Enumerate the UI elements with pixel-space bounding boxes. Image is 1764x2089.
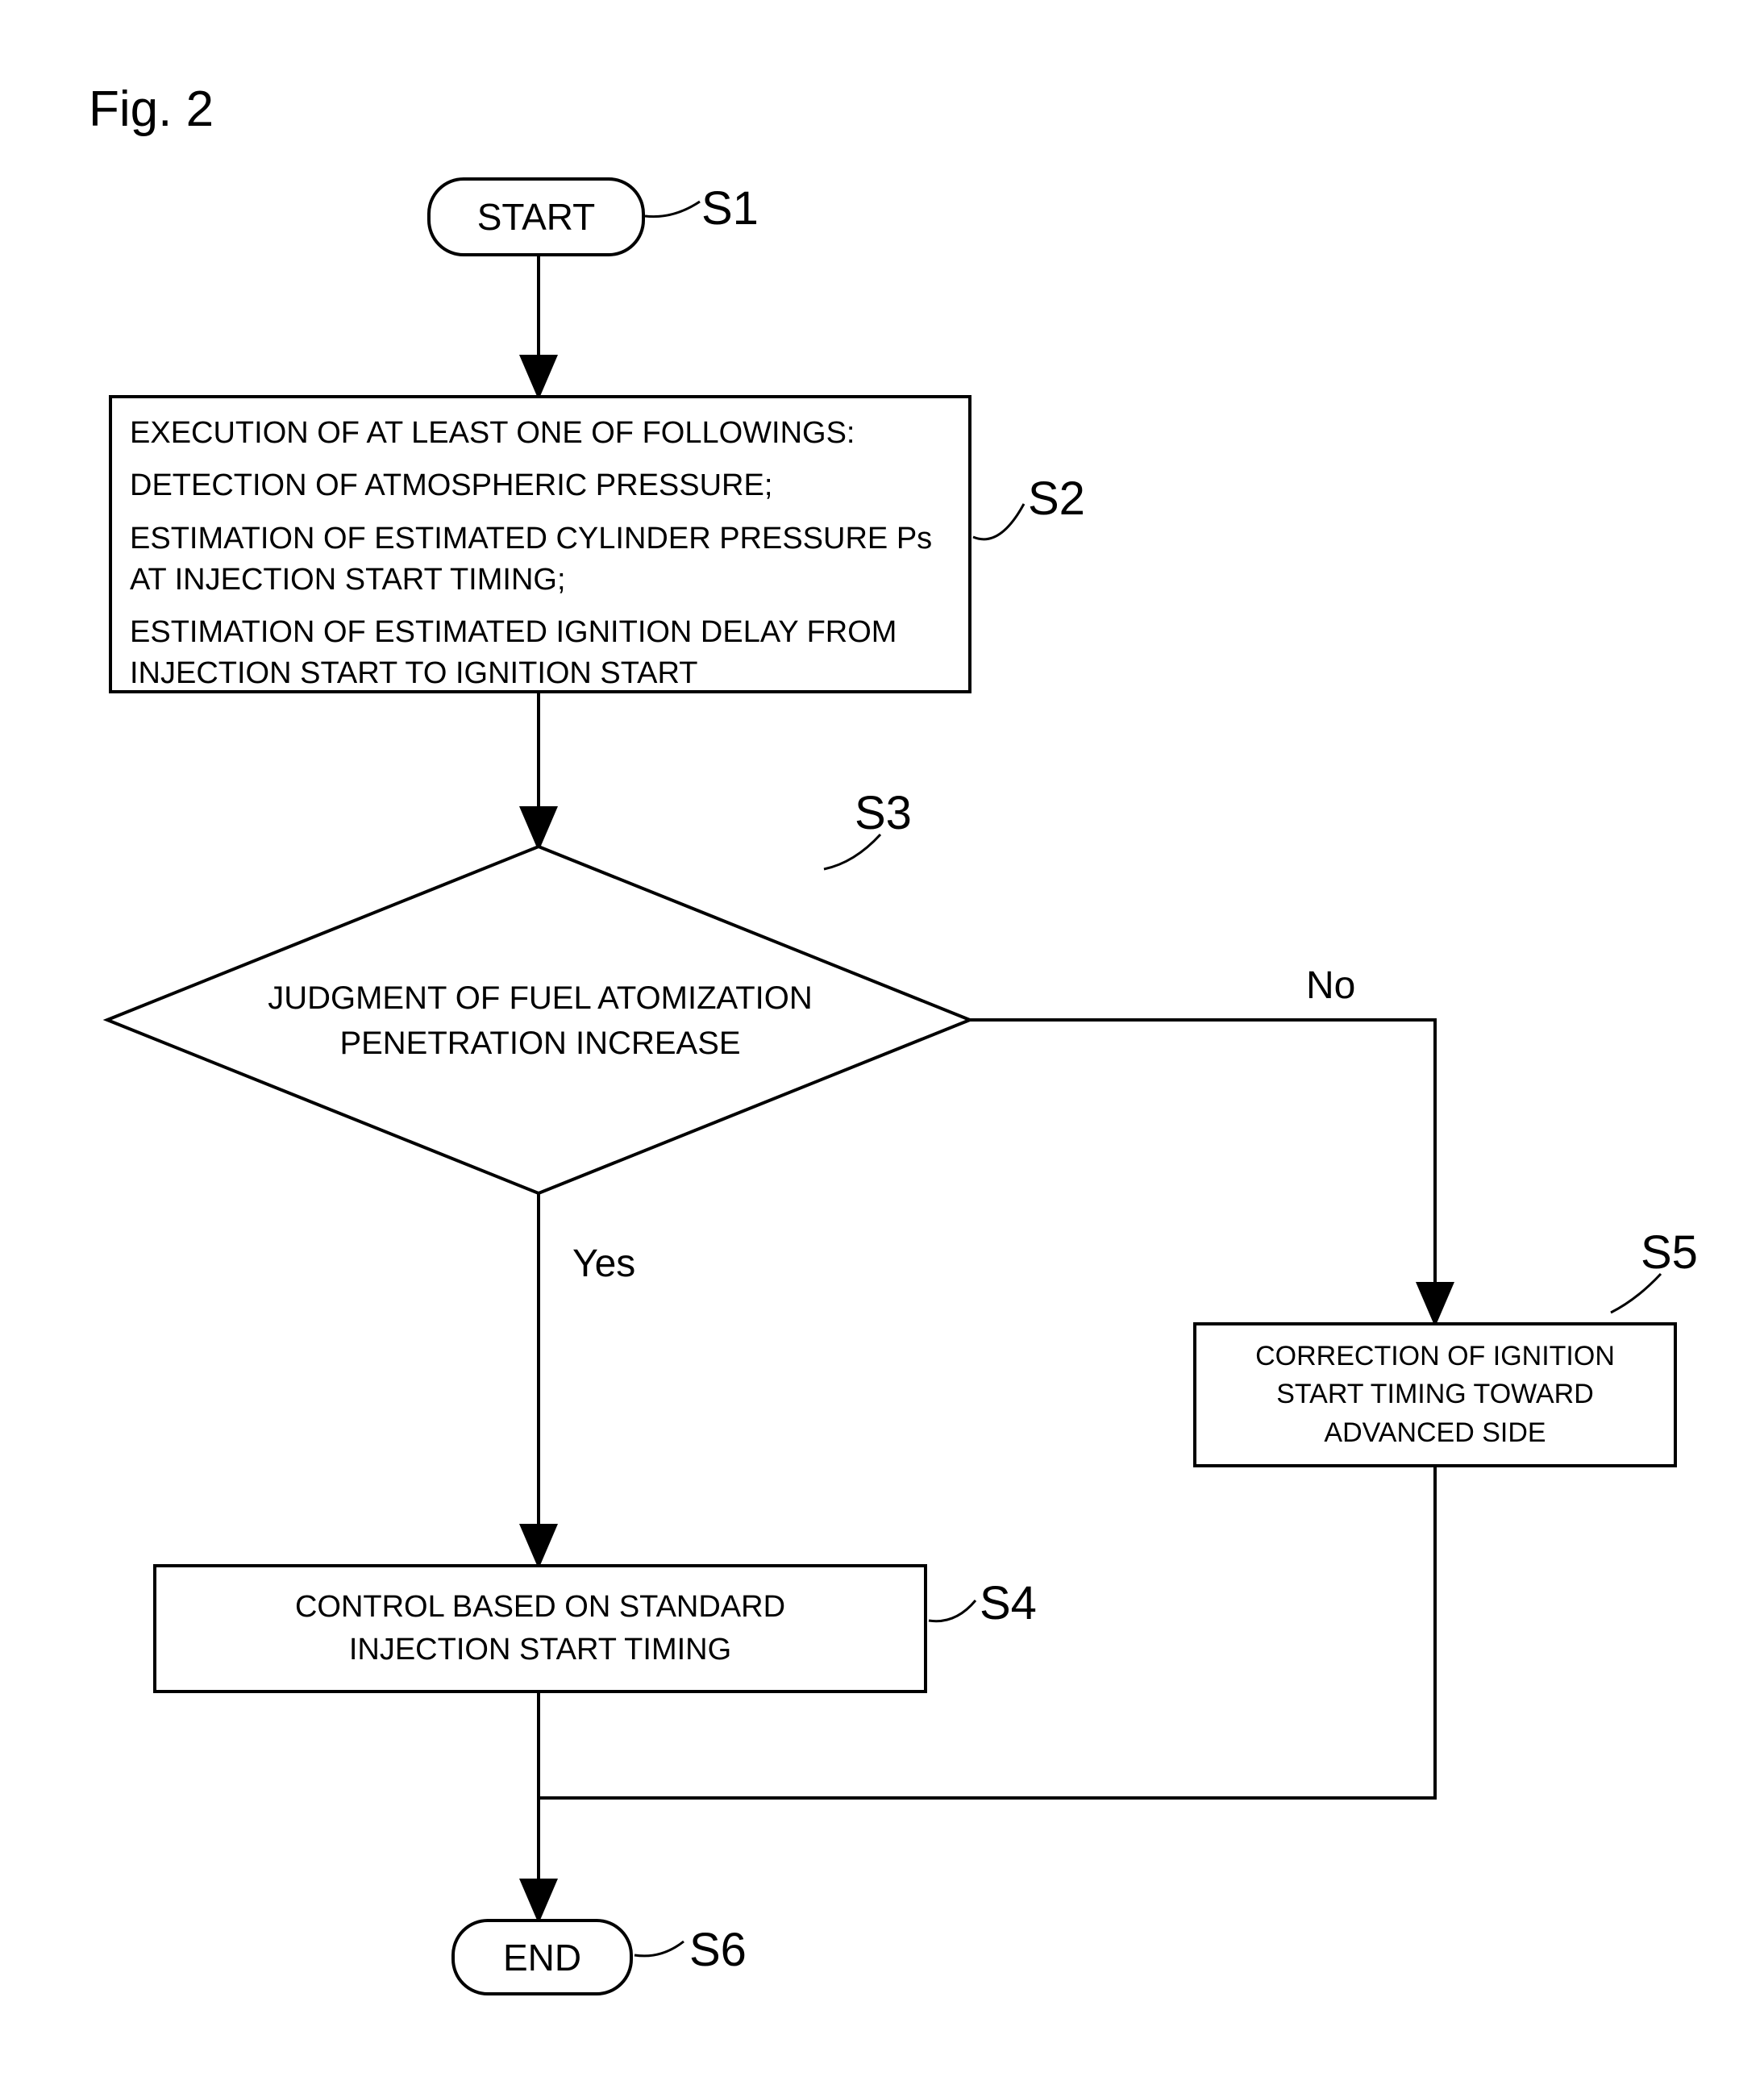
process-s5-line1: CORRECTION OF IGNITION	[1255, 1338, 1615, 1376]
terminal-end-text: END	[503, 1936, 581, 1979]
process-s2-line1: EXECUTION OF AT LEAST ONE OF FOLLOWINGS:	[130, 413, 951, 454]
process-s5: CORRECTION OF IGNITION START TIMING TOWA…	[1193, 1322, 1677, 1467]
process-s4-line2: INJECTION START TIMING	[349, 1629, 731, 1671]
process-s2-line4: ESTIMATION OF ESTIMATED IGNITION DELAY F…	[130, 612, 951, 695]
figure-label: Fig. 2	[89, 81, 214, 138]
terminal-start-text: START	[477, 195, 596, 239]
process-s4: CONTROL BASED ON STANDARD INJECTION STAR…	[153, 1564, 927, 1693]
label-s5: S5	[1641, 1226, 1698, 1280]
label-connector-s4	[929, 1600, 976, 1621]
process-s2-line3: ESTIMATION OF ESTIMATED CYLINDER PRESSUR…	[130, 518, 951, 601]
label-s4: S4	[980, 1576, 1037, 1630]
decision-s3-line1: JUDGMENT OF FUEL ATOMIZATION	[246, 976, 834, 1021]
process-s4-line1: CONTROL BASED ON STANDARD	[295, 1586, 785, 1629]
process-s2: EXECUTION OF AT LEAST ONE OF FOLLOWINGS:…	[109, 395, 971, 693]
edge-label-no: No	[1306, 963, 1355, 1008]
label-connector-s1	[645, 202, 700, 217]
label-s3: S3	[855, 786, 912, 840]
label-s1: S1	[701, 181, 759, 235]
edge-s3-s5	[970, 1020, 1435, 1321]
process-s2-line2: DETECTION OF ATMOSPHERIC PRESSURE;	[130, 465, 951, 506]
decision-s3-line2: PENETRATION INCREASE	[246, 1021, 834, 1066]
edge-label-yes: Yes	[572, 1242, 635, 1286]
process-s5-line2: START TIMING TOWARD	[1276, 1375, 1594, 1414]
label-connector-s6	[634, 1941, 684, 1956]
terminal-start: START	[427, 177, 645, 256]
label-s6: S6	[689, 1923, 747, 1977]
process-s5-line3: ADVANCED SIDE	[1324, 1414, 1546, 1453]
label-s2: S2	[1028, 472, 1085, 526]
decision-s3-text: JUDGMENT OF FUEL ATOMIZATION PENETRATION…	[246, 976, 834, 1066]
terminal-end: END	[451, 1919, 633, 1995]
label-connector-s5	[1611, 1274, 1661, 1313]
label-connector-s2	[973, 504, 1024, 539]
